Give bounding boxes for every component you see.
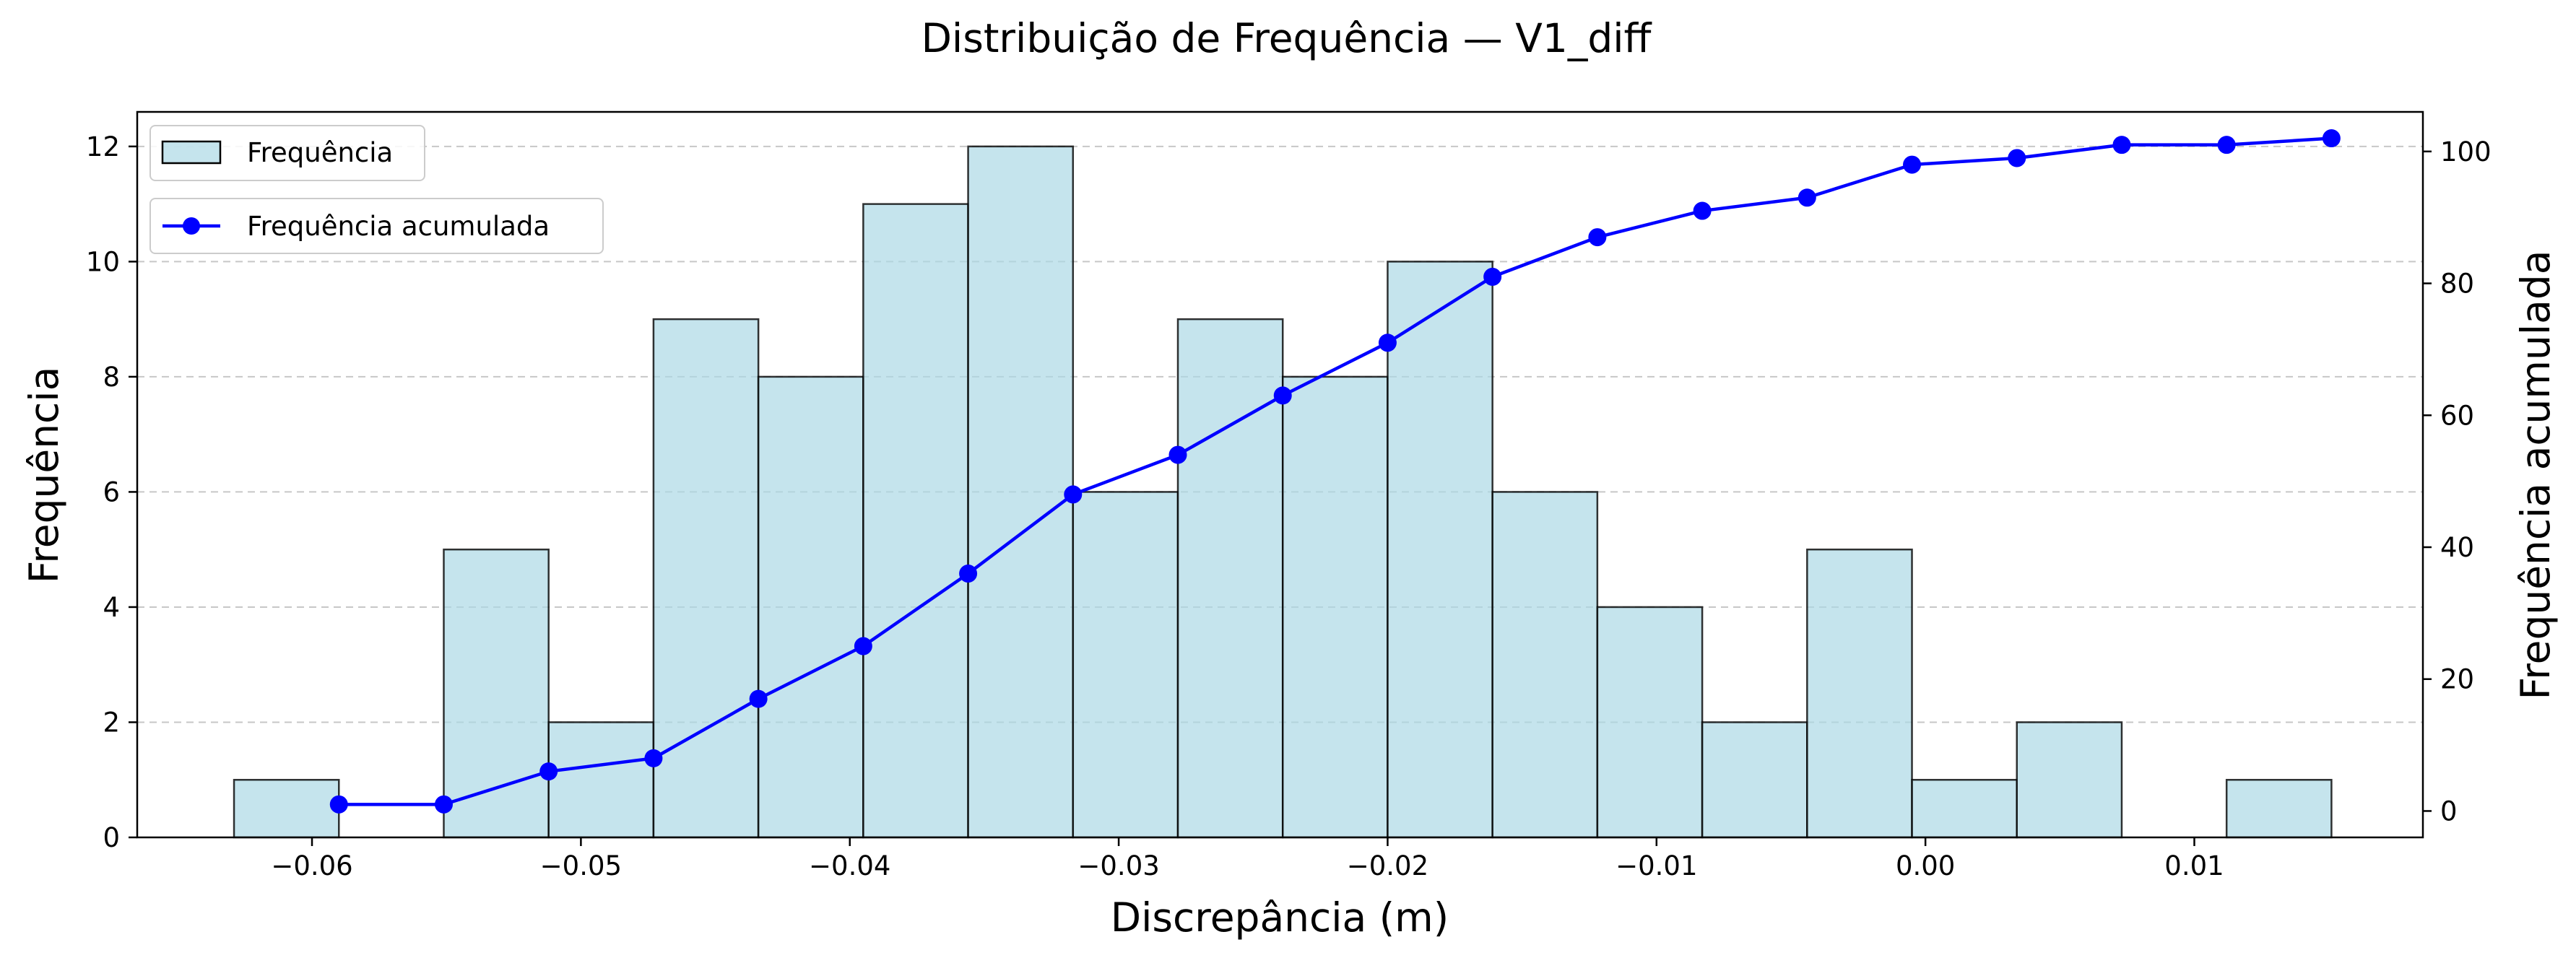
histogram-bar [1701, 721, 1808, 839]
cumulative-point [1064, 485, 1083, 504]
legend-swatch-marker [183, 217, 200, 235]
y2-tick-label: 40 [2440, 532, 2474, 563]
cumulative-polyline [339, 136, 2332, 806]
histogram-bar [2016, 721, 2123, 839]
cumulative-line [329, 129, 2341, 814]
y-tick-label: 4 [103, 592, 120, 623]
x-axis-label: Discrepância (m) [1111, 894, 1449, 941]
cumulative-point [1693, 201, 1712, 220]
x-tick-label: −0.01 [1616, 850, 1697, 881]
cumulative-point [2112, 136, 2131, 154]
x-tick-label: −0.02 [1347, 850, 1428, 881]
cumulative-point [959, 565, 978, 583]
histogram-bar [1491, 491, 1599, 839]
histogram-bar [2225, 778, 2333, 839]
x-tick-label: −0.04 [809, 850, 890, 881]
y-axis-ticks: 0 2 4 6 8 10 12 [86, 131, 137, 853]
histogram-bar [233, 778, 340, 839]
x-tick-label: 0.01 [2164, 850, 2224, 881]
y-tick-label: 12 [86, 131, 120, 162]
legend-cumulative: Frequência acumulada [149, 198, 604, 254]
y-tick-label: 6 [103, 476, 120, 507]
cumulative-point [1797, 188, 1816, 207]
legend-label-cumulative: Frequência acumulada [247, 211, 550, 242]
cumulative-point [1168, 445, 1187, 464]
histogram-bar [1387, 261, 1493, 839]
histogram-bar [862, 203, 969, 839]
cumulative-point [539, 762, 558, 781]
cumulative-point [749, 689, 768, 708]
x-tick-label: −0.03 [1077, 850, 1159, 881]
histogram-bar [1281, 375, 1389, 839]
histogram-bar [652, 318, 760, 839]
cumulative-point [1273, 386, 1292, 405]
legend-box [149, 125, 425, 181]
histogram-bar [1911, 778, 2018, 839]
histogram-bar [1596, 606, 1704, 839]
histogram-bar [1806, 548, 1913, 839]
x-tick-label: −0.06 [271, 850, 352, 881]
cumulative-point [2322, 129, 2341, 148]
cumulative-point [1483, 267, 1502, 286]
y-tick-label: 0 [103, 822, 120, 853]
histogram-bar [443, 548, 550, 839]
legend-histogram: Frequência [149, 125, 425, 181]
histogram-bar [1176, 318, 1284, 839]
cumulative-point [329, 795, 348, 814]
y2-axis-ticks: 0 20 40 60 80 100 [2423, 136, 2492, 827]
cumulative-point [644, 749, 663, 767]
x-tick-label: −0.05 [540, 850, 622, 881]
cumulative-point [434, 795, 453, 814]
y2-tick-label: 100 [2440, 136, 2492, 167]
cumulative-point [2217, 136, 2236, 154]
legend-swatch-bar [161, 140, 222, 165]
histogram-bar [1072, 491, 1179, 839]
y-tick-label: 2 [103, 707, 120, 738]
chart-title: Distribuição de Frequência — V1_diff [921, 15, 1652, 61]
y-tick-label: 8 [103, 362, 120, 393]
legend-box [149, 198, 604, 254]
cumulative-point [854, 637, 872, 655]
x-axis-ticks: −0.06 −0.05 −0.04 −0.03 −0.02 −0.01 0.00 0.01 [271, 837, 2224, 881]
y2-tick-label: 80 [2440, 269, 2474, 300]
plot-frame [136, 110, 2424, 839]
histogram-bar [547, 721, 655, 839]
y2-tick-label: 0 [2440, 796, 2458, 827]
y2-tick-label: 60 [2440, 400, 2474, 431]
y2-tick-label: 20 [2440, 664, 2474, 695]
histogram-bars [233, 145, 2333, 839]
histogram-bar [967, 145, 1075, 839]
cumulative-point [1378, 334, 1397, 352]
cumulative-point [2008, 149, 2026, 167]
x-tick-label: 0.00 [1896, 850, 1955, 881]
y-axis-label: Frequência [21, 367, 67, 584]
y-tick-label: 10 [86, 246, 120, 277]
cumulative-point [1903, 155, 1922, 174]
legend-label-histogram: Frequência [247, 137, 393, 168]
cumulative-point [1588, 228, 1607, 247]
histogram-bar [757, 375, 864, 839]
y2-axis-label: Frequência acumulada [2512, 250, 2559, 700]
